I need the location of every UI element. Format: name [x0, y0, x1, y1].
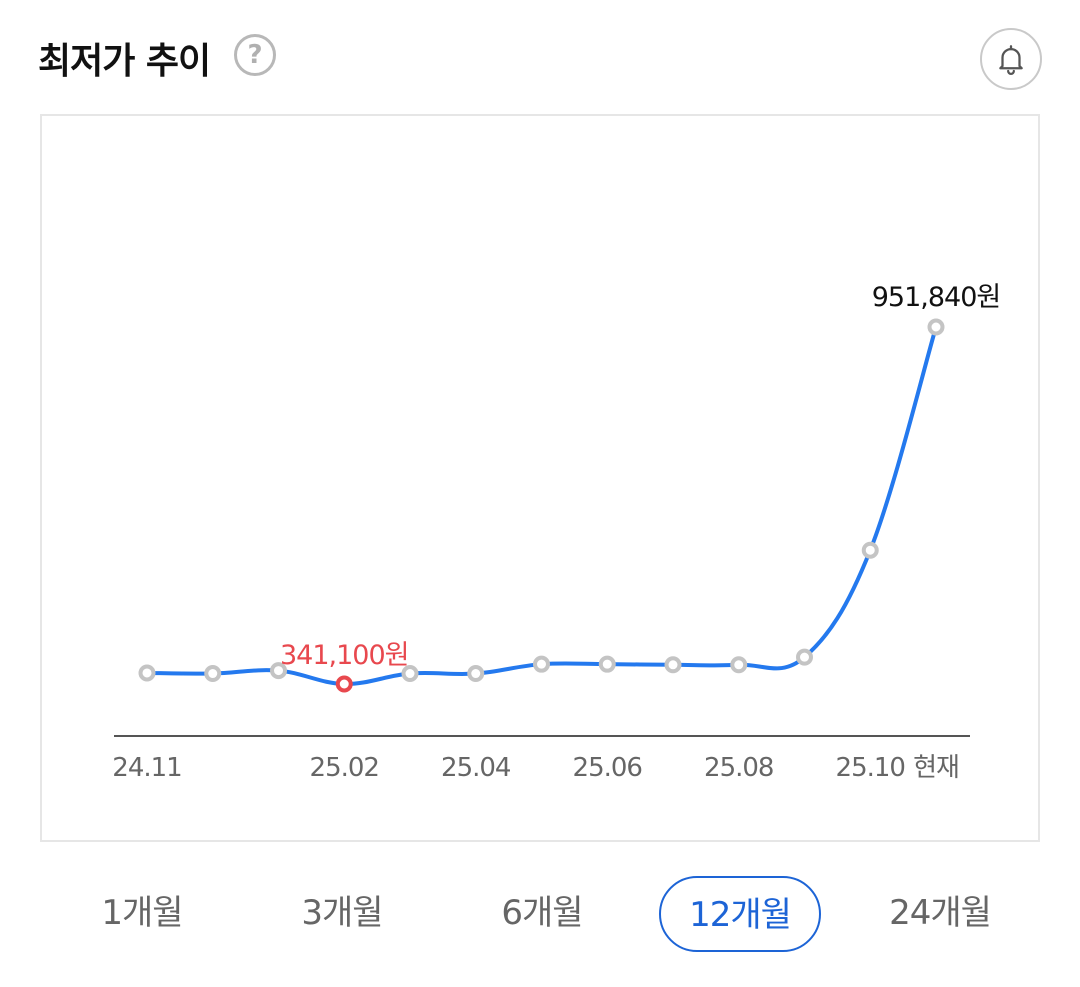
period-tab-24개월[interactable]: 24개월: [889, 893, 992, 933]
data-point: [533, 655, 550, 673]
data-point: [467, 665, 485, 683]
bell-icon: [999, 45, 1023, 75]
data-point: [796, 648, 813, 666]
chart-canvas: 341,100원 951,840원 24.11 25.02 25.04 25.06 25.0…: [112, 282, 1001, 783]
data-point: [927, 318, 945, 336]
period-tab-6개월[interactable]: 6개월: [501, 893, 583, 933]
period-tab-3개월[interactable]: 3개월: [301, 893, 383, 933]
data-point: [270, 662, 287, 680]
data-point: [138, 664, 156, 682]
x-tick-label: 25.04: [441, 753, 511, 783]
period-tab-12개월[interactable]: 12개월: [659, 876, 821, 952]
period-tab-1개월[interactable]: 1개월: [101, 893, 183, 933]
data-point: [730, 656, 748, 674]
x-tick-label: 25.02: [310, 753, 379, 783]
x-tick-label: 25.06: [573, 753, 642, 783]
data-point: [861, 541, 879, 559]
x-tick-label: 25.10: [836, 753, 905, 783]
current-price-label: 951,840원: [872, 282, 1001, 313]
data-point: [401, 665, 419, 683]
x-tick-label: 25.08: [704, 753, 773, 783]
question-circle-icon[interactable]: ?: [234, 34, 276, 76]
data-point: [204, 665, 222, 683]
lowest-price-label: 341,100원: [280, 640, 409, 671]
lowest-price-point: [335, 675, 353, 693]
x-tick-label: 24.11: [112, 753, 181, 783]
price-trend-chart: 341,100원 951,840원 24.11 25.02 25.04 25.06 25.0…: [40, 114, 1040, 842]
page-title: 최저가 추이: [38, 41, 211, 82]
series-line: [145, 325, 938, 687]
price-alert-button[interactable]: [980, 28, 1042, 90]
data-point: [664, 656, 682, 674]
data-point: [598, 655, 616, 673]
x-tick-label: 현재: [913, 753, 959, 783]
period-selector: 1개월 3개월 6개월 12개월 24개월: [40, 876, 1040, 954]
header: 최저가 추이 ?: [38, 24, 1042, 90]
